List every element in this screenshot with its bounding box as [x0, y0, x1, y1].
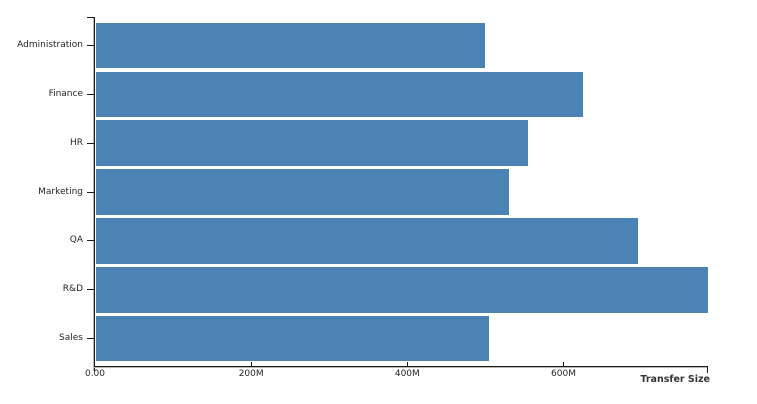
x-axis-tick-label-200m: 200M — [238, 369, 264, 379]
x-axis-tick-label-0-00: 0.00 — [84, 369, 106, 379]
x-axis-tick-400m — [406, 362, 408, 366]
y-axis-tick-marketing — [87, 191, 95, 193]
y-axis-top-cap-tick — [87, 17, 95, 18]
x-axis-line — [94, 366, 708, 367]
bar-sales[interactable] — [96, 315, 490, 362]
y-axis-category-label-administration: Administration — [17, 40, 83, 50]
y-axis-tick-sales — [87, 338, 95, 340]
y-axis-tick-administration — [87, 45, 95, 46]
y-axis-category-label-r-d: R&D — [62, 284, 83, 295]
x-axis-tick-label-600m: 600M — [551, 369, 576, 379]
y-axis-category-label-finance: Finance — [48, 88, 83, 99]
y-axis-category-label-marketing: Marketing — [38, 186, 83, 197]
bar-finance[interactable] — [96, 71, 584, 118]
y-axis-tick-qa — [87, 240, 95, 242]
bar-hr[interactable] — [96, 120, 529, 166]
bar-administration[interactable] — [96, 22, 486, 69]
x-axis-end-tick — [707, 366, 708, 373]
bar-marketing[interactable] — [96, 169, 509, 215]
y-axis-category-label-qa: QA — [69, 235, 83, 246]
x-axis-tick-label-400m: 400M — [394, 369, 420, 379]
bar-qa[interactable] — [96, 218, 638, 264]
y-axis-tick-hr — [87, 142, 95, 144]
x-axis-tick-200m — [250, 362, 252, 366]
y-axis-category-label-hr: HR — [69, 137, 83, 148]
x-axis-title: Transfer Size — [640, 374, 710, 385]
y-axis-line — [94, 17, 95, 371]
bar-r-d[interactable] — [96, 267, 708, 313]
y-axis-tick-r-d — [87, 289, 95, 291]
x-axis-tick-600m — [563, 362, 565, 366]
y-axis-tick-finance — [87, 93, 95, 95]
y-axis-category-label-sales: Sales — [59, 333, 83, 344]
